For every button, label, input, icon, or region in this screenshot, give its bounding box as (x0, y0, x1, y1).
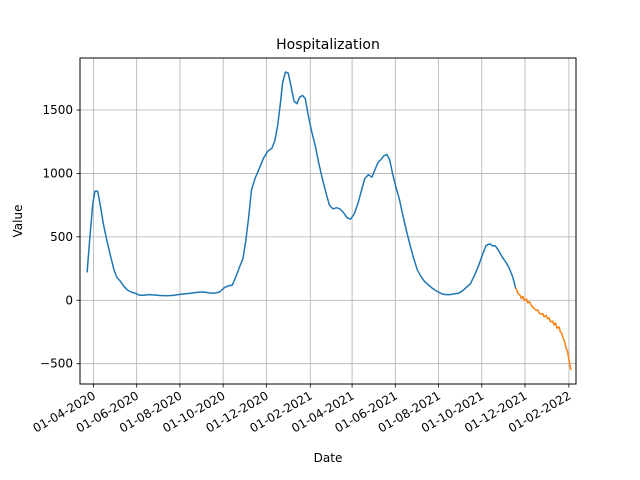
x-axis-title: Date (314, 451, 343, 465)
series-line-2 (515, 287, 572, 371)
y-axis-title: Value (11, 205, 25, 238)
series-line-1 (86, 71, 517, 297)
y-tick-label: 1000 (42, 166, 73, 180)
y-tick-label: 500 (50, 230, 73, 244)
series-layer (86, 71, 572, 371)
chart-title: Hospitalization (276, 37, 380, 53)
y-tick-label: 1500 (42, 103, 73, 117)
y-tick-label: −500 (40, 357, 73, 371)
y-axis: −500 0 500 1000 1500 (40, 103, 80, 371)
grid (80, 58, 576, 384)
plot-frame (79, 57, 577, 385)
y-tick-label: 0 (65, 293, 73, 307)
